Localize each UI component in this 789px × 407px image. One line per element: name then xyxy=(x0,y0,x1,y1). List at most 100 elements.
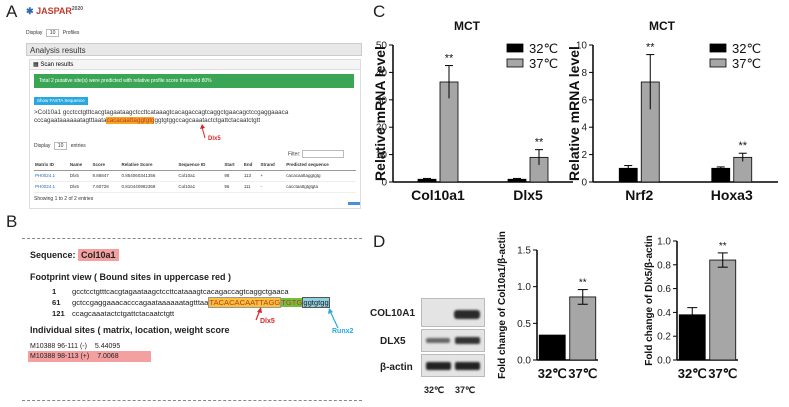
filter-label: Filter: xyxy=(288,151,301,158)
display-label: Display xyxy=(26,30,43,36)
y-tick-label: 10 xyxy=(576,41,588,52)
significance-label: ** xyxy=(535,137,544,149)
y-tick-label: 0.4 xyxy=(657,308,671,319)
th-sequence-id[interactable]: Sequence ID xyxy=(178,162,206,168)
y-axis-label: Fold change of Dlx5/β-actin xyxy=(644,235,655,366)
th-relative-score[interactable]: Relative Score xyxy=(121,162,153,168)
table-header-row: Matrix ID Name Score Relative Score Sequ… xyxy=(34,160,356,170)
runx2-label: Runx2 xyxy=(332,328,354,335)
th-matrix-id[interactable]: Matrix ID xyxy=(35,162,55,168)
seq-line-2-post: ggtgtggccagcaaatactctgattctacaatctgtt xyxy=(154,117,261,124)
y-axis-label: Relative mRNA level xyxy=(566,46,582,181)
logo-version: 2020 xyxy=(71,6,84,12)
divider-bottom xyxy=(22,400,362,402)
blot-band xyxy=(455,337,480,344)
blot-beta-actin xyxy=(421,354,485,377)
fasta-sequence: >Col10a1 gcctcctgtttcacgtagaataagctccttc… xyxy=(34,109,288,116)
show-fasta-button[interactable]: Show FASTA Sequence xyxy=(34,97,88,105)
showing-entries: Showing 1 to 2 of 2 entries xyxy=(34,196,94,202)
blot-row-label-col10a1: COL10A1 xyxy=(370,308,416,319)
blot-col10a1 xyxy=(421,298,485,327)
cell-score: 7.60728 xyxy=(92,184,109,189)
y-tick-label: 20 xyxy=(376,123,388,134)
site-score: 5.44095 xyxy=(94,343,121,350)
legend-label: 37℃ xyxy=(732,56,761,71)
y-tick-label: 1.0 xyxy=(517,282,531,293)
blot-row-label-beta-actin: β-actin xyxy=(380,362,413,373)
cell-strand: + xyxy=(260,173,264,178)
cell-name: Dlx5 xyxy=(69,173,79,178)
jaspar-logo: ✱ JASPAR2020 xyxy=(26,6,83,17)
line-3-seq: ccagcaaatactctgattctacaatctgtt xyxy=(72,309,175,318)
footprint-line-2: 61 gctccgaggaaacacccagaataaaaaatagtttaaTA… xyxy=(52,297,330,308)
blot-band xyxy=(426,338,450,343)
y-tick-label: 8 xyxy=(581,68,587,79)
th-end[interactable]: End xyxy=(243,162,253,168)
chart-title: MCT xyxy=(454,19,481,33)
th-start[interactable]: Start xyxy=(224,162,235,168)
th-predicted-sequence[interactable]: Predicted sequence xyxy=(286,162,329,168)
y-tick-label: 0.0 xyxy=(657,356,671,367)
dlx5-site: TACACACAATTAGG xyxy=(208,297,282,308)
table-row: PH0024.1 Dlx5 9.86847 0.854060341356 Col… xyxy=(34,170,356,181)
y-tick-label: 0.6 xyxy=(657,284,671,295)
chart-title: MCT xyxy=(649,19,676,33)
cell-name: Dlx5 xyxy=(69,184,79,189)
y-tick-label: 50 xyxy=(376,41,388,52)
display-select[interactable]: 10 xyxy=(45,29,60,37)
y-tick-label: 4 xyxy=(581,123,587,134)
blot-lane-37: 37℃ xyxy=(455,385,476,395)
display-control-2: Display 10 entries xyxy=(34,142,86,150)
pagination-indicator[interactable] xyxy=(348,202,360,205)
logo-text: JASPAR xyxy=(36,6,72,16)
y-tick-label: 1.5 xyxy=(517,246,531,257)
result-banner: Total 2 putative site(s) were predicted … xyxy=(34,74,354,88)
site-matrix: M10388 xyxy=(30,353,56,360)
th-strand[interactable]: Strand xyxy=(260,162,275,168)
site-location: 96-111 (-) xyxy=(57,343,87,350)
sequence-name: Col10a1 xyxy=(78,249,119,261)
cell-sequence-id: Col10a1 xyxy=(178,173,196,178)
cell-matrix-id[interactable]: PH0024.1 xyxy=(35,173,56,178)
y-tick-label: 0 xyxy=(581,178,587,189)
site-row-1: M10388 96-111 (-) 5.44095 xyxy=(30,343,120,350)
cell-start: 96 xyxy=(224,184,230,189)
logo-icon: ✱ xyxy=(26,6,34,16)
cell-start: 98 xyxy=(224,173,230,178)
x-tick-label: Nrf2 xyxy=(625,187,653,203)
cell-end: 113 xyxy=(243,173,252,178)
cell-strand: - xyxy=(260,184,262,189)
panel-label-b: B xyxy=(6,212,18,231)
th-score[interactable]: Score xyxy=(92,162,106,168)
significance-label: ** xyxy=(445,53,454,65)
panel-a-screenshot: ✱ JASPAR2020 Display 10 Profiles Analysi… xyxy=(26,6,362,209)
x-tick-label: 32℃ xyxy=(678,366,707,381)
line-1-seq: gcctcctgtttcacgtagaataagctccttcataaagtca… xyxy=(72,287,289,296)
cell-matrix-id[interactable]: PH0024.1 xyxy=(35,184,56,189)
runx2-arrow xyxy=(329,310,339,329)
legend-swatch xyxy=(709,58,727,68)
blot-lane-32: 32℃ xyxy=(424,385,445,395)
th-name[interactable]: Name xyxy=(69,162,83,168)
y-tick-label: 0.0 xyxy=(517,356,531,367)
seq-line-2-pre: cccagaataaaaaatagtttaata xyxy=(34,117,107,124)
display-control: Display 10 Profiles xyxy=(26,29,79,37)
site-location: 98-113 (+) xyxy=(57,353,90,360)
significance-label: ** xyxy=(579,278,587,289)
legend-label: 37℃ xyxy=(529,56,558,71)
scan-results-label: Scan results xyxy=(40,62,74,68)
blot-band xyxy=(454,310,480,319)
legend-label: 32℃ xyxy=(732,41,761,56)
overlap-site: TGTG xyxy=(281,298,303,307)
site-score: 7.0068 xyxy=(97,353,119,360)
footprint-line-3: 121 ccagcaaatactctgattctacaatctgtt xyxy=(52,309,174,318)
line-1-number: 1 xyxy=(52,287,57,296)
y-tick-label: 40 xyxy=(376,68,388,79)
scan-results-card: ▦ Scan results Total 2 putative site(s) … xyxy=(29,59,361,209)
significance-label: ** xyxy=(646,42,655,54)
filter-input[interactable] xyxy=(301,150,344,158)
significance-label: ** xyxy=(719,241,727,252)
filter-control: Filter: xyxy=(288,150,344,158)
display2-select[interactable]: 10 xyxy=(53,142,68,150)
